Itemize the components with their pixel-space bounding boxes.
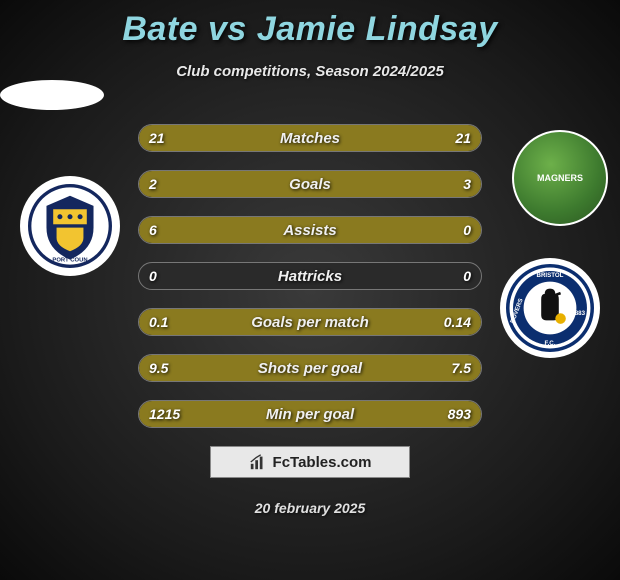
value-right: 7.5 xyxy=(452,355,471,381)
player-right-photo: MAGNERS xyxy=(512,130,608,226)
comparison-subtitle: Club competitions, Season 2024/2025 xyxy=(0,63,620,80)
comparison-title: Bate vs Jamie Lindsay xyxy=(0,0,620,49)
value-left: 0.1 xyxy=(149,309,168,335)
brand-label: FcTables.com xyxy=(273,454,372,471)
stat-rows-container: Matches2121Goals23Assists60Hattricks00Go… xyxy=(138,124,482,446)
value-right: 0 xyxy=(463,263,471,289)
value-left: 1215 xyxy=(149,401,180,427)
stat-label: Min per goal xyxy=(139,401,481,427)
svg-text:PORT COUN: PORT COUN xyxy=(52,257,87,263)
stat-label: Shots per goal xyxy=(139,355,481,381)
shield-icon: PORT COUN xyxy=(28,184,112,268)
stat-row: Matches21 21 xyxy=(138,124,482,152)
value-right: 21 xyxy=(455,125,471,151)
stat-label: Matches xyxy=(139,125,481,151)
stat-label: Assists xyxy=(139,217,481,243)
value-left: 6 xyxy=(149,217,157,243)
svg-text:1883: 1883 xyxy=(571,310,585,317)
stat-row: Assists6 0 xyxy=(138,216,482,244)
value-right: 0 xyxy=(463,217,471,243)
club-right-crest: BRISTOL F.C. ROVERS 1883 xyxy=(500,258,600,358)
shield-icon: BRISTOL F.C. ROVERS 1883 xyxy=(506,264,594,352)
value-left: 9.5 xyxy=(149,355,168,381)
stat-row: Shots per goal9.5 7.5 xyxy=(138,354,482,382)
club-left-crest: PORT COUN xyxy=(20,176,120,276)
stat-row: Min per goal1215 893 xyxy=(138,400,482,428)
stat-row: Goals2 3 xyxy=(138,170,482,198)
stat-label: Goals xyxy=(139,171,481,197)
stat-label: Hattricks xyxy=(139,263,481,289)
player-left-photo xyxy=(0,80,104,110)
value-right: 3 xyxy=(463,171,471,197)
value-right: 893 xyxy=(448,401,471,427)
sponsor-text: MAGNERS xyxy=(537,173,583,183)
svg-text:BRISTOL: BRISTOL xyxy=(537,272,564,279)
value-left: 0 xyxy=(149,263,157,289)
value-right: 0.14 xyxy=(444,309,471,335)
value-left: 21 xyxy=(149,125,165,151)
comparison-date: 20 february 2025 xyxy=(0,500,620,516)
stat-label: Goals per match xyxy=(139,309,481,335)
brand-box[interactable]: FcTables.com xyxy=(210,446,410,478)
svg-text:F.C.: F.C. xyxy=(545,340,556,347)
stat-row: Goals per match0.1 0.14 xyxy=(138,308,482,336)
value-left: 2 xyxy=(149,171,157,197)
stat-row: Hattricks0 0 xyxy=(138,262,482,290)
chart-icon xyxy=(249,453,267,471)
